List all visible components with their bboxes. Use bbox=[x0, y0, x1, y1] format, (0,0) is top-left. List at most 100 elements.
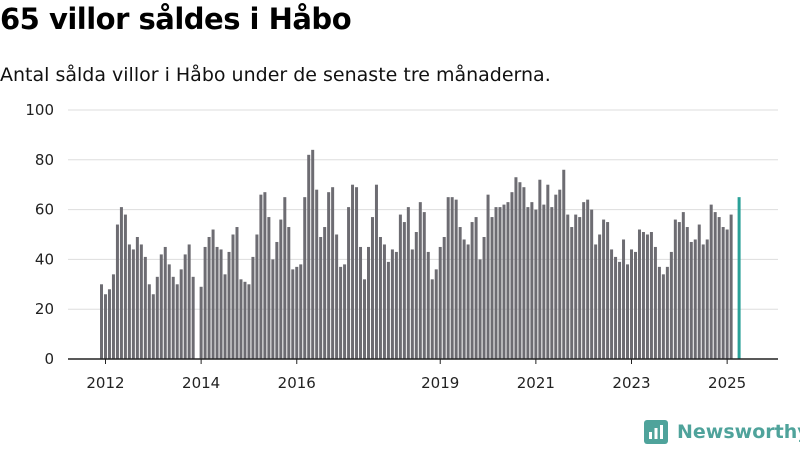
bar bbox=[653, 246, 657, 359]
bar bbox=[641, 232, 645, 359]
bar bbox=[175, 284, 179, 359]
bar bbox=[717, 217, 721, 359]
bar bbox=[550, 207, 554, 359]
bar bbox=[570, 227, 574, 359]
bar bbox=[721, 227, 725, 359]
bar bbox=[701, 244, 705, 359]
bar bbox=[626, 264, 630, 359]
bar bbox=[462, 239, 466, 359]
bar bbox=[151, 294, 155, 359]
bar bbox=[235, 227, 239, 359]
bar bbox=[737, 197, 741, 359]
bar bbox=[343, 264, 347, 359]
bar bbox=[299, 264, 303, 359]
bar bbox=[578, 217, 582, 359]
bar bbox=[167, 264, 171, 359]
bar-chart-icon bbox=[644, 420, 668, 444]
bar bbox=[183, 254, 187, 359]
bar bbox=[394, 251, 398, 359]
bar-chart: 0 20 40 60 80 100 2012 2014 2016 2019 2021 2023 202… bbox=[25, 0, 778, 392]
bar bbox=[582, 202, 586, 359]
bar bbox=[430, 279, 434, 359]
bar bbox=[374, 184, 378, 359]
x-tick-label: 2014 bbox=[182, 374, 220, 392]
bar bbox=[574, 214, 578, 359]
bar bbox=[219, 249, 223, 359]
bar bbox=[287, 227, 291, 359]
bar bbox=[538, 179, 542, 359]
bar bbox=[295, 266, 299, 359]
bar bbox=[534, 209, 538, 359]
bar bbox=[633, 251, 637, 359]
bar bbox=[370, 217, 374, 359]
bar bbox=[586, 199, 590, 359]
bar bbox=[263, 192, 267, 359]
bar bbox=[100, 284, 103, 359]
y-tick-label: 80 bbox=[35, 151, 54, 169]
bar bbox=[199, 286, 203, 359]
bar bbox=[681, 212, 685, 359]
bar bbox=[498, 207, 502, 359]
bar bbox=[107, 289, 111, 359]
bar bbox=[207, 236, 211, 359]
bar bbox=[259, 194, 263, 359]
bar bbox=[139, 244, 143, 359]
x-tick-label: 2021 bbox=[517, 374, 555, 392]
bar bbox=[729, 214, 733, 359]
bar bbox=[490, 217, 494, 359]
bar bbox=[558, 189, 562, 359]
bar bbox=[434, 269, 438, 359]
bar bbox=[103, 294, 107, 359]
bar bbox=[227, 251, 231, 359]
bar bbox=[657, 266, 661, 359]
bar bbox=[450, 197, 454, 359]
bar bbox=[155, 276, 159, 359]
bar bbox=[398, 214, 402, 359]
bar bbox=[363, 279, 367, 359]
bar bbox=[649, 232, 653, 359]
bar bbox=[339, 266, 343, 359]
y-tick-label: 40 bbox=[35, 250, 54, 268]
bar bbox=[123, 214, 127, 359]
bar bbox=[231, 234, 235, 359]
bars bbox=[100, 149, 741, 359]
x-tick-label: 2012 bbox=[86, 374, 124, 392]
bar bbox=[673, 219, 677, 359]
bar bbox=[239, 279, 243, 359]
bar bbox=[494, 207, 498, 359]
bar bbox=[311, 149, 315, 359]
x-tick-label: 2019 bbox=[421, 374, 459, 392]
bar bbox=[610, 249, 614, 359]
bar bbox=[518, 182, 522, 359]
bar bbox=[482, 236, 486, 359]
bar bbox=[677, 222, 681, 359]
x-axis-labels: 2012 2014 2016 2019 2021 2023 2025 bbox=[86, 359, 746, 392]
bar bbox=[594, 244, 598, 359]
bar bbox=[637, 229, 641, 359]
bar bbox=[327, 192, 331, 359]
bar bbox=[402, 222, 406, 359]
bar bbox=[713, 212, 717, 359]
bar bbox=[359, 246, 363, 359]
y-tick-label: 60 bbox=[35, 201, 54, 219]
bar bbox=[119, 207, 123, 359]
bar bbox=[486, 194, 490, 359]
bar bbox=[426, 251, 430, 359]
bar bbox=[661, 274, 665, 359]
bar bbox=[275, 241, 279, 359]
bar bbox=[470, 222, 474, 359]
bar bbox=[510, 192, 514, 359]
bar bbox=[725, 229, 729, 359]
y-tick-label: 0 bbox=[44, 350, 54, 368]
bar bbox=[331, 187, 335, 359]
bar bbox=[542, 204, 546, 359]
bar bbox=[502, 204, 506, 359]
bar bbox=[709, 204, 713, 359]
bar bbox=[279, 219, 283, 359]
bar bbox=[414, 232, 418, 359]
bar bbox=[645, 234, 649, 359]
bar bbox=[291, 269, 295, 359]
bar bbox=[614, 256, 618, 359]
bar bbox=[478, 259, 482, 359]
bar bbox=[303, 197, 307, 359]
